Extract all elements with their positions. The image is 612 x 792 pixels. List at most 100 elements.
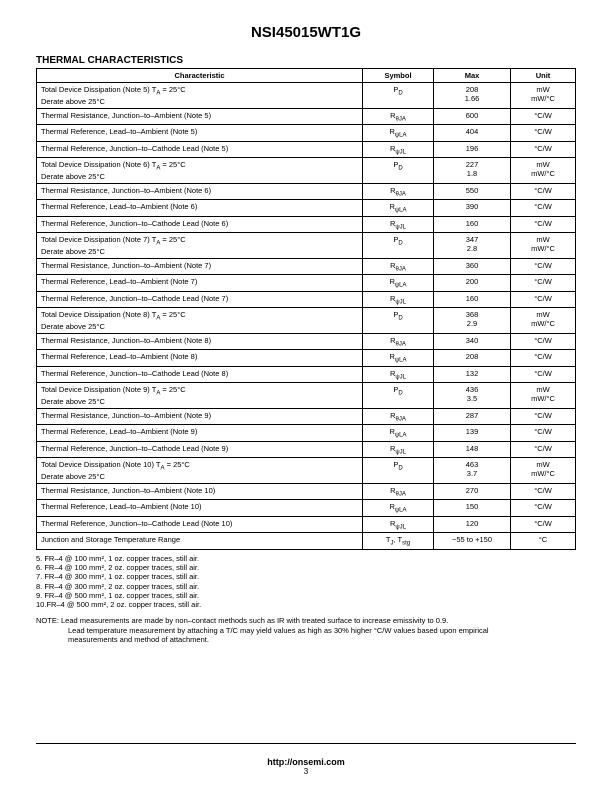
cell-symbol: RψJL (363, 441, 434, 458)
cell-max: 208 (434, 350, 511, 367)
cell-symbol: PD (363, 458, 434, 484)
table-row: Thermal Reference, Junction–to–Cathode L… (37, 141, 576, 158)
col-max: Max (434, 69, 511, 83)
cell-characteristic: Thermal Reference, Lead–to–Ambient (Note… (37, 500, 363, 517)
cell-symbol: RψJL (363, 141, 434, 158)
table-row: Junction and Storage Temperature RangeTJ… (37, 533, 576, 550)
table-row: Thermal Reference, Lead–to–Ambient (Note… (37, 275, 576, 292)
footnote-line: 5. FR–4 @ 100 mm², 1 oz. copper traces, … (36, 554, 576, 563)
cell-unit: °C/W (511, 441, 576, 458)
cell-max: 404 (434, 125, 511, 142)
cell-characteristic: Thermal Resistance, Junction–to–Ambient … (37, 408, 363, 425)
page-footer: http://onsemi.com 3 (0, 757, 612, 776)
cell-symbol: PD (363, 233, 434, 259)
table-header-row: Characteristic Symbol Max Unit (37, 69, 576, 83)
cell-characteristic: Total Device Dissipation (Note 6) TA = 2… (37, 158, 363, 184)
cell-unit: mW mW/°C (511, 383, 576, 409)
cell-max: 208 1.66 (434, 83, 511, 109)
table-row: Thermal Reference, Lead–to–Ambient (Note… (37, 200, 576, 217)
cell-characteristic: Thermal Reference, Lead–to–Ambient (Note… (37, 425, 363, 442)
cell-max: 270 (434, 483, 511, 500)
cell-symbol: RψLA (363, 125, 434, 142)
cell-max: 550 (434, 183, 511, 200)
cell-characteristic: Thermal Reference, Junction–to–Cathode L… (37, 441, 363, 458)
cell-unit: °C/W (511, 291, 576, 308)
section-heading: THERMAL CHARACTERISTICS (36, 55, 576, 66)
table-row: Total Device Dissipation (Note 8) TA = 2… (37, 308, 576, 334)
cell-max: 287 (434, 408, 511, 425)
cell-unit: mW mW/°C (511, 83, 576, 109)
cell-unit: °C/W (511, 516, 576, 533)
table-row: Total Device Dissipation (Note 6) TA = 2… (37, 158, 576, 184)
table-row: Thermal Reference, Junction–to–Cathode L… (37, 291, 576, 308)
table-row: Thermal Reference, Lead–to–Ambient (Note… (37, 350, 576, 367)
col-characteristic: Characteristic (37, 69, 363, 83)
cell-max: 368 2.9 (434, 308, 511, 334)
cell-max: 600 (434, 108, 511, 125)
cell-symbol: RθJA (363, 183, 434, 200)
cell-unit: °C/W (511, 483, 576, 500)
footnote-line: 9. FR–4 @ 500 mm², 1 oz. copper traces, … (36, 591, 576, 600)
cell-max: 360 (434, 258, 511, 275)
cell-characteristic: Thermal Reference, Lead–to–Ambient (Note… (37, 200, 363, 217)
table-row: Thermal Reference, Lead–to–Ambient (Note… (37, 500, 576, 517)
table-row: Thermal Reference, Lead–to–Ambient (Note… (37, 125, 576, 142)
cell-max: 160 (434, 291, 511, 308)
cell-characteristic: Thermal Reference, Lead–to–Ambient (Note… (37, 125, 363, 142)
cell-max: −55 to +150 (434, 533, 511, 550)
cell-characteristic: Thermal Reference, Junction–to–Cathode L… (37, 516, 363, 533)
cell-characteristic: Thermal Resistance, Junction–to–Ambient … (37, 333, 363, 350)
table-row: Thermal Resistance, Junction–to–Ambient … (37, 483, 576, 500)
cell-unit: °C/W (511, 125, 576, 142)
cell-symbol: RθJA (363, 258, 434, 275)
cell-max: 340 (434, 333, 511, 350)
cell-symbol: RθJA (363, 408, 434, 425)
cell-max: 463 3.7 (434, 458, 511, 484)
cell-unit: °C/W (511, 275, 576, 292)
cell-unit: °C/W (511, 366, 576, 383)
cell-characteristic: Thermal Reference, Lead–to–Ambient (Note… (37, 350, 363, 367)
footer-url: http://onsemi.com (0, 757, 612, 767)
footnote-line: 6. FR–4 @ 100 mm², 2 oz. copper traces, … (36, 563, 576, 572)
cell-symbol: RψJL (363, 291, 434, 308)
cell-unit: °C/W (511, 333, 576, 350)
footnote-line: 8. FR–4 @ 300 mm², 2 oz. copper traces, … (36, 582, 576, 591)
cell-symbol: PD (363, 308, 434, 334)
cell-max: 390 (434, 200, 511, 217)
cell-characteristic: Thermal Reference, Junction–to–Cathode L… (37, 291, 363, 308)
cell-symbol: RψLA (363, 275, 434, 292)
note-label: NOTE: (36, 616, 61, 625)
cell-characteristic: Total Device Dissipation (Note 7) TA = 2… (37, 233, 363, 259)
table-row: Total Device Dissipation (Note 9) TA = 2… (37, 383, 576, 409)
cell-characteristic: Total Device Dissipation (Note 5) TA = 2… (37, 83, 363, 109)
cell-max: 347 2.8 (434, 233, 511, 259)
table-row: Thermal Reference, Junction–to–Cathode L… (37, 216, 576, 233)
table-row: Total Device Dissipation (Note 10) TA = … (37, 458, 576, 484)
table-row: Thermal Resistance, Junction–to–Ambient … (37, 108, 576, 125)
cell-characteristic: Total Device Dissipation (Note 8) TA = 2… (37, 308, 363, 334)
table-row: Thermal Resistance, Junction–to–Ambient … (37, 408, 576, 425)
cell-symbol: RθJA (363, 483, 434, 500)
note-block: NOTE: Lead measurements are made by non–… (36, 616, 576, 645)
cell-max: 436 3.5 (434, 383, 511, 409)
cell-max: 139 (434, 425, 511, 442)
cell-unit: mW mW/°C (511, 158, 576, 184)
cell-max: 148 (434, 441, 511, 458)
cell-characteristic: Thermal Resistance, Junction–to–Ambient … (37, 108, 363, 125)
part-number: NSI45015WT1G (36, 24, 576, 41)
cell-symbol: RψLA (363, 350, 434, 367)
cell-max: 196 (434, 141, 511, 158)
cell-unit: mW mW/°C (511, 308, 576, 334)
cell-max: 120 (434, 516, 511, 533)
cell-unit: °C/W (511, 408, 576, 425)
cell-unit: °C/W (511, 216, 576, 233)
cell-max: 150 (434, 500, 511, 517)
cell-characteristic: Thermal Resistance, Junction–to–Ambient … (37, 483, 363, 500)
cell-characteristic: Total Device Dissipation (Note 10) TA = … (37, 458, 363, 484)
cell-unit: °C/W (511, 425, 576, 442)
cell-characteristic: Thermal Reference, Lead–to–Ambient (Note… (37, 275, 363, 292)
cell-characteristic: Thermal Reference, Junction–to–Cathode L… (37, 141, 363, 158)
footnote-line: 7. FR–4 @ 300 mm², 1 oz. copper traces, … (36, 572, 576, 581)
cell-characteristic: Thermal Resistance, Junction–to–Ambient … (37, 183, 363, 200)
cell-unit: °C/W (511, 183, 576, 200)
